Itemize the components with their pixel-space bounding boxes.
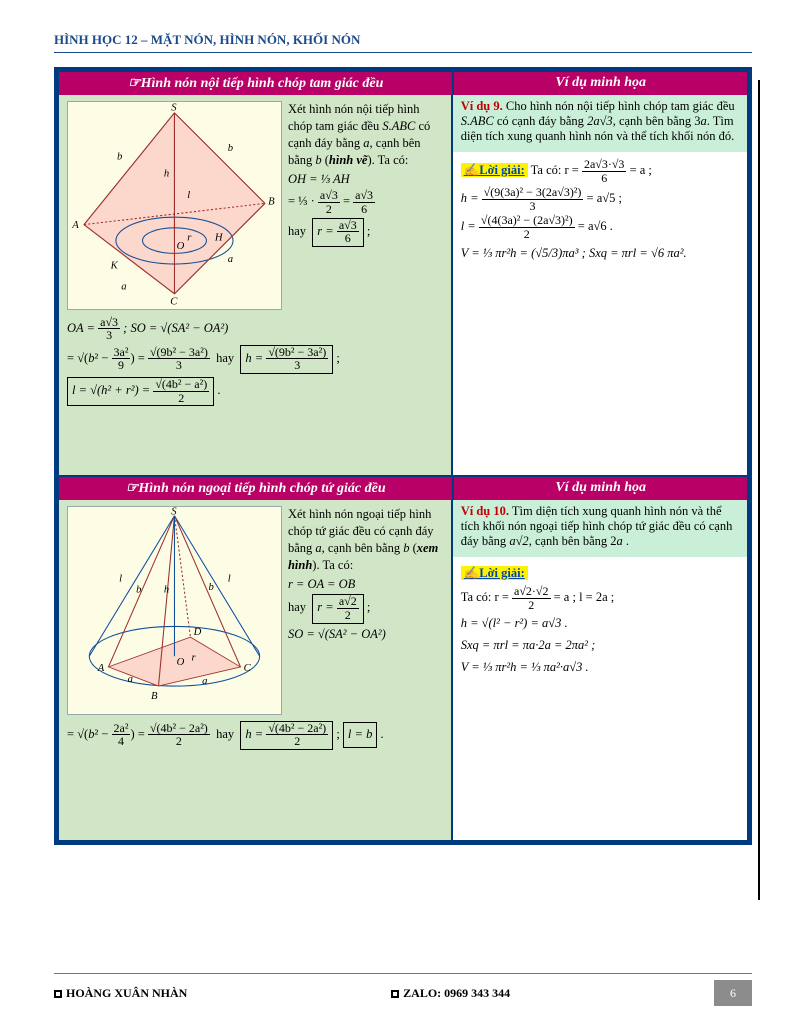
- svg-text:a: a: [202, 676, 207, 687]
- svg-text:b: b: [136, 584, 141, 595]
- svg-text:h: h: [164, 584, 169, 595]
- panel-1-desc: Xét hình nón nội tiếp hình chóp tam giác…: [288, 101, 443, 310]
- svg-text:B: B: [268, 196, 275, 207]
- svg-text:b: b: [209, 582, 214, 593]
- author: HOÀNG XUÂN NHÀN: [66, 986, 187, 1000]
- svg-text:a: a: [128, 674, 133, 685]
- svg-text:O: O: [177, 657, 185, 668]
- svg-text:l: l: [119, 574, 122, 585]
- panel-2-title-right: Ví dụ minh họa: [454, 477, 747, 500]
- figure-sq-pyramid: S A B C D O l b b l h a a: [67, 506, 282, 715]
- svg-text:C: C: [244, 663, 252, 674]
- page-number: 6: [714, 980, 752, 1006]
- panel-2-title-left: ☞Hình nón ngoại tiếp hình chóp tứ giác đ…: [59, 477, 454, 500]
- svg-text:O: O: [177, 241, 185, 252]
- svg-text:l: l: [228, 574, 231, 585]
- content-frame: ☞Hình nón nội tiếp hình chóp tam giác đề…: [54, 67, 752, 845]
- svg-text:S: S: [171, 103, 177, 114]
- example-10-label: Ví dụ 10.: [461, 504, 509, 518]
- svg-text:K: K: [110, 260, 119, 271]
- right-rule: [758, 80, 760, 900]
- panel-1-math: OA = a√33 ; SO = √(SA² − OA²) = √(b² − 3…: [67, 316, 443, 407]
- svg-text:a: a: [121, 282, 126, 293]
- svg-text:H: H: [214, 233, 224, 244]
- svg-text:h: h: [164, 169, 169, 180]
- svg-text:S: S: [171, 507, 177, 518]
- panel-2-example: Ví dụ 10. Tìm diện tích xung quanh hình …: [453, 500, 747, 840]
- example-9-label: Ví dụ 9.: [461, 99, 503, 113]
- panel-1-title-left: ☞Hình nón nội tiếp hình chóp tam giác đề…: [59, 72, 454, 95]
- solution-label: ✍Lời giải:: [461, 163, 528, 177]
- panel-2-left: S A B C D O l b b l h a a: [59, 500, 453, 840]
- svg-text:B: B: [151, 691, 158, 702]
- figure-tri-pyramid: S A B C K H O b b a a h l: [67, 101, 282, 310]
- panel-1-title-right: Ví dụ minh họa: [454, 72, 747, 95]
- panel-1: ☞Hình nón nội tiếp hình chóp tam giác đề…: [57, 70, 749, 477]
- svg-text:A: A: [97, 663, 105, 674]
- contact: ZALO: 0969 343 344: [403, 986, 510, 1000]
- panel-1-example: Ví dụ 9. Cho hình nón nội tiếp hình chóp…: [453, 95, 747, 475]
- svg-text:b: b: [117, 152, 122, 163]
- panel-2-math: = √(b² − 2a²4) = √(4b² − 2a²)2 hay h = √…: [67, 721, 443, 750]
- svg-text:a: a: [228, 254, 233, 265]
- footer: HOÀNG XUÂN NHÀN ZALO: 0969 343 344 6: [54, 973, 752, 1006]
- svg-text:b: b: [228, 143, 233, 154]
- solution-label-2: ✍Lời giải:: [461, 566, 528, 580]
- panel-2: ☞Hình nón ngoại tiếp hình chóp tứ giác đ…: [57, 477, 749, 842]
- panel-1-left: S A B C K H O b b a a h l: [59, 95, 453, 475]
- svg-text:D: D: [193, 627, 202, 638]
- panel-1-header: ☞Hình nón nội tiếp hình chóp tam giác đề…: [59, 72, 747, 95]
- svg-text:l: l: [187, 190, 190, 201]
- svg-text:A: A: [71, 220, 79, 231]
- panel-2-header: ☞Hình nón ngoại tiếp hình chóp tứ giác đ…: [59, 477, 747, 500]
- page-title: HÌNH HỌC 12 – MẶT NÓN, HÌNH NÓN, KHỐI NÓ…: [54, 32, 752, 53]
- panel-2-desc: Xét hình nón ngoại tiếp hình chóp tứ giá…: [288, 506, 443, 715]
- svg-text:C: C: [170, 296, 178, 304]
